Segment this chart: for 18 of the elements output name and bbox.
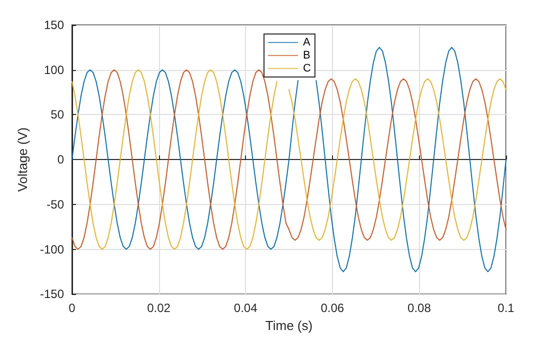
x-tick-label: 0.08: [408, 301, 432, 316]
x-tick-label: 0.1: [498, 301, 515, 316]
x-tick-label: 0.04: [234, 301, 258, 316]
y-tick-label: -50: [46, 197, 64, 212]
y-tick-label: 150: [44, 18, 64, 32]
x-axis-title: Time (s): [265, 318, 313, 333]
y-tick-label: 50: [50, 108, 64, 122]
y-tick-label: -150: [40, 287, 64, 302]
x-tick-label: 0.02: [147, 301, 171, 316]
y-tick-label: 100: [44, 62, 64, 77]
legend-label: A: [303, 36, 311, 48]
x-tick-label: 0: [68, 301, 76, 316]
x-tick-label: 0.06: [320, 301, 344, 316]
y-axis-title: Voltage (V): [15, 127, 30, 192]
y-tick-label: 0: [57, 152, 64, 167]
y-tick-label: -100: [40, 242, 64, 256]
legend-label: B: [303, 50, 310, 62]
legend-label: C: [303, 62, 311, 74]
